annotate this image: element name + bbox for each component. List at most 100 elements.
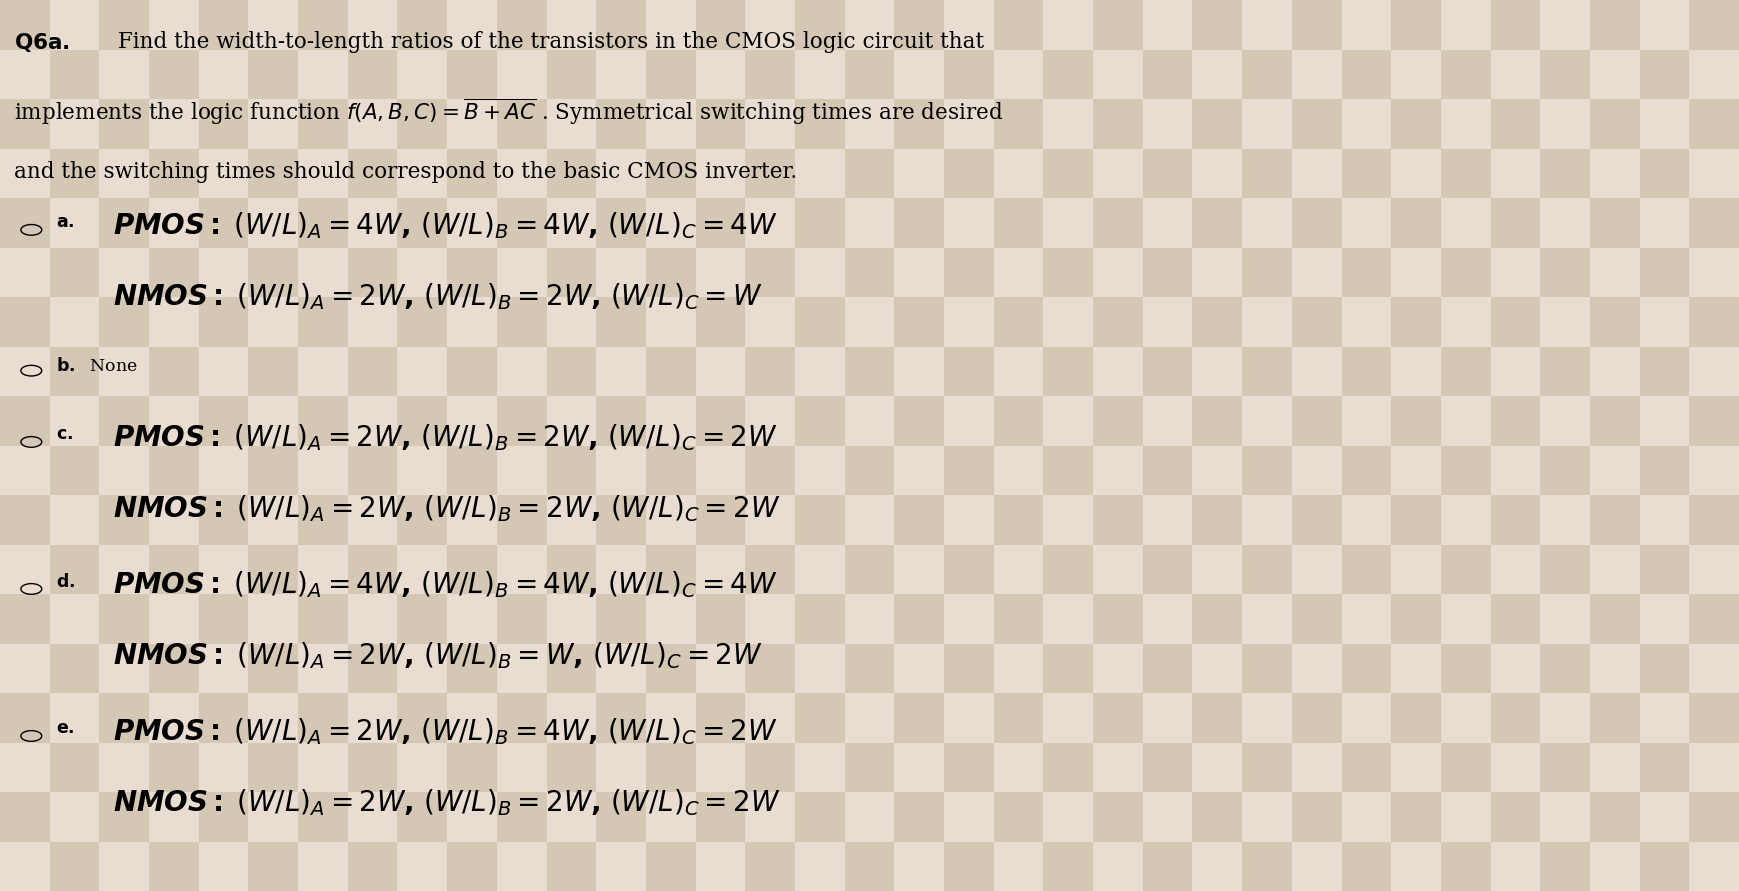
Bar (1193, 792, 1242, 841)
Bar (150, 544, 198, 594)
Bar (1689, 198, 1739, 248)
Text: $\boldsymbol{PMOS}$$\boldsymbol{:}$ $\mathit{(W/L)_A = 4W}$$\mathbf{,}$ $\mathit: $\boldsymbol{PMOS}$$\boldsymbol{:}$ $\ma… (113, 210, 777, 241)
Bar (398, 297, 447, 347)
Bar (845, 198, 894, 248)
Bar (546, 297, 596, 347)
Bar (1292, 495, 1341, 544)
Bar (99, 446, 150, 495)
Bar (99, 198, 150, 248)
Bar (993, 0, 1043, 50)
Bar (497, 495, 546, 544)
Bar (1094, 99, 1143, 149)
Bar (1689, 544, 1739, 594)
Bar (297, 792, 348, 841)
Bar (795, 396, 845, 446)
Bar (0, 396, 50, 446)
Bar (645, 594, 696, 643)
Bar (1490, 446, 1541, 495)
Bar (1490, 495, 1541, 544)
Bar (993, 50, 1043, 99)
Bar (845, 248, 894, 297)
Bar (993, 297, 1043, 347)
Bar (1143, 347, 1193, 396)
Bar (50, 495, 99, 544)
Bar (546, 248, 596, 297)
Bar (150, 347, 198, 396)
Bar (1341, 544, 1391, 594)
Bar (198, 495, 249, 544)
Bar (398, 693, 447, 742)
Bar (1391, 149, 1442, 198)
Bar (50, 297, 99, 347)
Bar (249, 643, 297, 693)
Bar (398, 446, 447, 495)
Bar (1391, 248, 1442, 297)
Bar (99, 792, 150, 841)
Bar (845, 841, 894, 891)
Bar (645, 99, 696, 149)
Bar (1589, 50, 1640, 99)
Bar (696, 544, 746, 594)
Bar (1341, 643, 1391, 693)
Bar (249, 693, 297, 742)
Bar (645, 347, 696, 396)
Bar (1094, 149, 1143, 198)
Bar (1341, 248, 1391, 297)
Bar (1242, 446, 1292, 495)
Bar (99, 347, 150, 396)
Bar (398, 396, 447, 446)
Bar (1541, 396, 1589, 446)
Bar (348, 742, 398, 792)
Bar (1043, 594, 1094, 643)
Bar (1541, 347, 1589, 396)
Bar (1391, 50, 1442, 99)
Bar (497, 446, 546, 495)
Bar (1292, 544, 1341, 594)
Bar (0, 446, 50, 495)
Bar (1640, 693, 1689, 742)
Bar (993, 99, 1043, 149)
Bar (1541, 643, 1589, 693)
Bar (497, 643, 546, 693)
Bar (99, 50, 150, 99)
Bar (993, 643, 1043, 693)
Bar (297, 495, 348, 544)
Bar (1541, 149, 1589, 198)
Bar (249, 594, 297, 643)
Bar (398, 50, 447, 99)
Bar (348, 446, 398, 495)
Bar (249, 248, 297, 297)
Bar (645, 792, 696, 841)
Bar (1442, 693, 1490, 742)
Bar (596, 149, 645, 198)
Bar (198, 693, 249, 742)
Bar (1292, 643, 1341, 693)
Bar (447, 594, 497, 643)
Bar (1490, 99, 1541, 149)
Bar (894, 50, 944, 99)
Bar (297, 198, 348, 248)
Bar (1541, 50, 1589, 99)
Bar (1242, 347, 1292, 396)
Bar (99, 149, 150, 198)
Bar (1541, 248, 1589, 297)
Bar (50, 643, 99, 693)
Bar (447, 297, 497, 347)
Bar (1292, 50, 1341, 99)
Bar (50, 50, 99, 99)
Bar (348, 792, 398, 841)
Bar (1589, 99, 1640, 149)
Bar (845, 99, 894, 149)
Bar (447, 693, 497, 742)
Bar (1589, 792, 1640, 841)
Bar (1043, 149, 1094, 198)
Bar (795, 149, 845, 198)
Bar (894, 841, 944, 891)
Bar (894, 594, 944, 643)
Bar (398, 792, 447, 841)
Bar (497, 396, 546, 446)
Bar (746, 742, 795, 792)
Bar (944, 446, 993, 495)
Bar (50, 792, 99, 841)
Bar (1143, 792, 1193, 841)
